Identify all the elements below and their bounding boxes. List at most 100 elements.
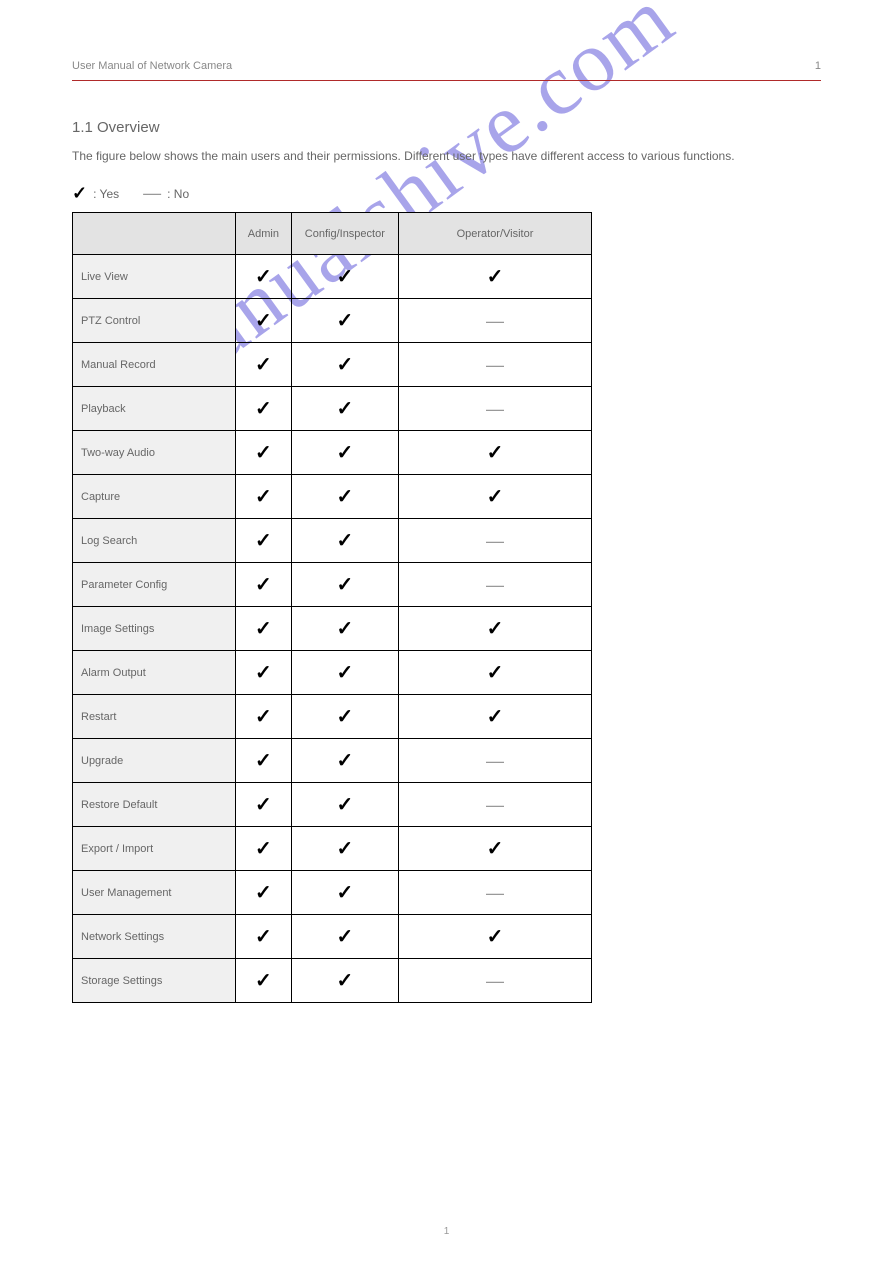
- permission-cell: ✓: [235, 915, 291, 959]
- permission-cell: ✓: [235, 783, 291, 827]
- page-content: User Manual of Network Camera 1 1.1 Over…: [0, 0, 893, 1063]
- permission-cell: ✓: [235, 343, 291, 387]
- permission-cell: ✓: [398, 431, 591, 475]
- table-row: Capture✓✓✓: [73, 475, 592, 519]
- permission-cell: ✓: [235, 475, 291, 519]
- table-row: Export / Import ✓ ✓ ✓: [73, 827, 592, 871]
- check-icon: ✓: [255, 926, 272, 948]
- check-icon: ✓: [255, 310, 272, 332]
- check-icon: ✓: [255, 266, 272, 288]
- permission-cell: ✓: [398, 255, 591, 299]
- permission-cell: —: [398, 343, 591, 387]
- table-row: Storage Settings ✓ ✓ —: [73, 959, 592, 1003]
- table-header-cell: Operator/Visitor: [398, 213, 591, 255]
- check-icon: ✓: [336, 838, 353, 860]
- table-row: PTZ Control✓✓—: [73, 299, 592, 343]
- permission-cell: —: [398, 739, 591, 783]
- check-icon: ✓: [255, 398, 272, 420]
- permission-cell: ✓: [235, 255, 291, 299]
- check-icon: ✓: [255, 354, 272, 376]
- check-icon: ✓: [255, 442, 272, 464]
- check-icon: ✓: [255, 794, 272, 816]
- permissions-table: Admin Config/Inspector Operator/Visitor …: [72, 212, 592, 1003]
- check-icon: ✓: [336, 398, 353, 420]
- table-row: Two-way Audio✓✓✓: [73, 431, 592, 475]
- check-icon: ✓: [255, 706, 272, 728]
- permission-cell: ✓: [291, 563, 398, 607]
- table-row: Restart✓✓✓: [73, 695, 592, 739]
- table-row: Parameter Config ✓ ✓ —: [73, 563, 592, 607]
- check-icon: ✓: [336, 442, 353, 464]
- permission-cell: ✓: [398, 827, 591, 871]
- check-icon: ✓: [487, 442, 504, 464]
- legend-no-label: : No: [167, 187, 189, 201]
- page-number: 1: [444, 1226, 450, 1237]
- table-row: Log Search✓✓—: [73, 519, 592, 563]
- permission-cell: ✓: [291, 739, 398, 783]
- check-icon: ✓: [336, 970, 353, 992]
- permission-cell: ✓: [291, 475, 398, 519]
- permission-cell: ✓: [235, 299, 291, 343]
- permission-cell: ✓: [398, 475, 591, 519]
- permission-cell: ✓: [291, 695, 398, 739]
- table-row: Image Settings✓✓✓: [73, 607, 592, 651]
- check-icon: ✓: [487, 838, 504, 860]
- dash-icon: —: [486, 355, 504, 375]
- dash-icon: —: [486, 971, 504, 991]
- permission-cell: ✓: [291, 915, 398, 959]
- check-icon: ✓: [72, 183, 87, 204]
- permission-cell: ✓: [291, 827, 398, 871]
- row-label: Image Settings: [73, 607, 236, 651]
- row-label: Export / Import: [73, 827, 236, 871]
- check-icon: ✓: [255, 838, 272, 860]
- check-icon: ✓: [487, 266, 504, 288]
- dash-icon: —: [486, 531, 504, 551]
- permission-cell: ✓: [291, 651, 398, 695]
- permission-cell: —: [398, 563, 591, 607]
- permission-cell: ✓: [235, 739, 291, 783]
- row-label: Storage Settings: [73, 959, 236, 1003]
- check-icon: ✓: [255, 486, 272, 508]
- permission-cell: ✓: [235, 695, 291, 739]
- row-label: Log Search: [73, 519, 236, 563]
- dash-icon: —: [486, 883, 504, 903]
- dash-icon: —: [486, 399, 504, 419]
- row-label: Restart: [73, 695, 236, 739]
- check-icon: ✓: [336, 310, 353, 332]
- row-label: Manual Record: [73, 343, 236, 387]
- check-icon: ✓: [255, 882, 272, 904]
- section-intro: The figure below shows the main users an…: [72, 148, 821, 165]
- permission-cell: ✓: [291, 343, 398, 387]
- permission-cell: ✓: [235, 519, 291, 563]
- permission-cell: —: [398, 783, 591, 827]
- row-label: Parameter Config: [73, 563, 236, 607]
- check-icon: ✓: [336, 706, 353, 728]
- permission-cell: —: [398, 387, 591, 431]
- check-icon: ✓: [336, 662, 353, 684]
- permission-cell: ✓: [291, 387, 398, 431]
- permission-cell: ✓: [291, 607, 398, 651]
- permission-cell: ✓: [291, 871, 398, 915]
- row-label: Network Settings: [73, 915, 236, 959]
- dash-icon: —: [486, 575, 504, 595]
- permission-cell: —: [398, 299, 591, 343]
- check-icon: ✓: [255, 970, 272, 992]
- table-row: Upgrade✓✓—: [73, 739, 592, 783]
- check-icon: ✓: [255, 662, 272, 684]
- table-row: Alarm Output✓✓✓: [73, 651, 592, 695]
- permission-cell: —: [398, 871, 591, 915]
- check-icon: ✓: [255, 618, 272, 640]
- check-icon: ✓: [255, 574, 272, 596]
- section-title: 1.1 Overview: [72, 119, 821, 136]
- check-icon: ✓: [487, 662, 504, 684]
- table-row: Playback✓✓—: [73, 387, 592, 431]
- row-label: Live View: [73, 255, 236, 299]
- permission-cell: ✓: [398, 651, 591, 695]
- table-header-cell: [73, 213, 236, 255]
- row-label: Restore Default: [73, 783, 236, 827]
- table-row: Restore Default✓✓—: [73, 783, 592, 827]
- permission-cell: ✓: [235, 651, 291, 695]
- check-icon: ✓: [487, 486, 504, 508]
- permission-cell: ✓: [291, 299, 398, 343]
- table-row: User Management✓✓—: [73, 871, 592, 915]
